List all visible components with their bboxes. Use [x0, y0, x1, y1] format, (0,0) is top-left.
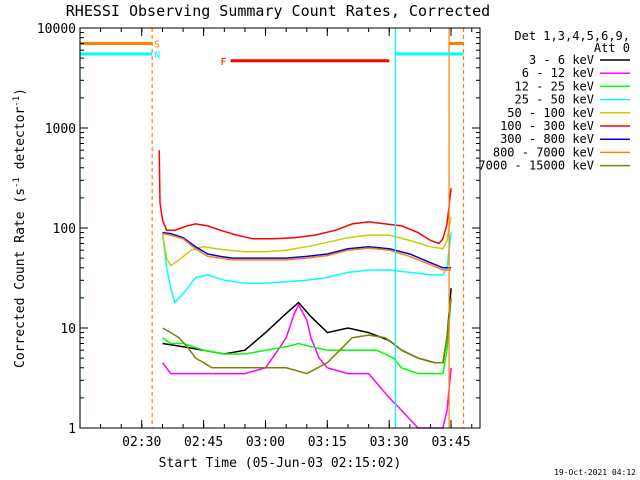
legend-label-6-12-kev: 6 - 12 keV: [522, 66, 594, 80]
series-line-800-7000-kev: [162, 232, 452, 271]
y-tick-label-3: 1000: [45, 122, 76, 137]
y-tick-label-4: 10000: [37, 22, 76, 37]
legend-label-7000-15000-kev: 7000 - 15000 keV: [478, 159, 594, 173]
legend-label-300-800-kev: 300 - 800 keV: [500, 132, 594, 146]
legend-header-line1: Det 1,3,4,5,6,9,: [514, 29, 630, 43]
series-line-100-300-kev: [158, 150, 452, 245]
series-line-7000-15000-kev: [162, 297, 452, 375]
x-tick-label-5: 03:45: [431, 435, 470, 450]
y-tick-label-0: 1: [68, 422, 76, 437]
chart-title: RHESSI Observing Summary Count Rates, Co…: [66, 2, 490, 20]
y-axis-label: Corrected Count Rate (s-1 detector-1): [12, 88, 28, 368]
x-tick-label-0: 02:30: [122, 435, 161, 450]
x-tick-label-3: 03:15: [308, 435, 347, 450]
y-tick-label-2: 100: [53, 222, 76, 237]
flag-label-s: S: [154, 39, 160, 50]
legend-label-25-50-kev: 25 - 50 keV: [515, 93, 594, 107]
axis-ticks: 1 10 100 1000 10000 02:30 02:45 03:00 03:15 03:30…: [37, 22, 480, 450]
plot-data-layer: SN F: [79, 28, 465, 429]
legend-label-100-300-kev: 100 - 300 keV: [500, 119, 594, 133]
x-tick-label-1: 02:45: [184, 435, 223, 450]
series-line-25-50-kev: [161, 232, 452, 304]
legend-label-50-100-kev: 50 - 100 keV: [507, 106, 594, 120]
x-axis-label: Start Time (05-Jun-03 02:15:02): [159, 456, 402, 471]
flag-label-f: F: [221, 57, 227, 68]
legend-label-800-7000-kev: 800 - 7000 keV: [493, 145, 594, 159]
series-line-300-800-kev: [162, 231, 452, 269]
timestamp: 19-Oct-2021 04:12: [554, 468, 636, 477]
x-tick-label-2: 03:00: [246, 435, 285, 450]
y-tick-label-1: 10: [60, 322, 76, 337]
legend-label-3-6-kev: 3 - 6 keV: [529, 53, 594, 67]
series-line-6-12-kev: [161, 303, 452, 429]
series-line-3-6-kev: [162, 288, 452, 364]
flag-label-n: N: [154, 50, 160, 61]
legend-label-12-25-kev: 12 - 25 keV: [515, 79, 594, 93]
series-line-50-100-kev: [161, 216, 452, 267]
series-line-12-25-kev: [162, 297, 452, 375]
x-tick-label-4: 03:30: [370, 435, 409, 450]
legend-header-line2: Att 0: [594, 41, 630, 55]
